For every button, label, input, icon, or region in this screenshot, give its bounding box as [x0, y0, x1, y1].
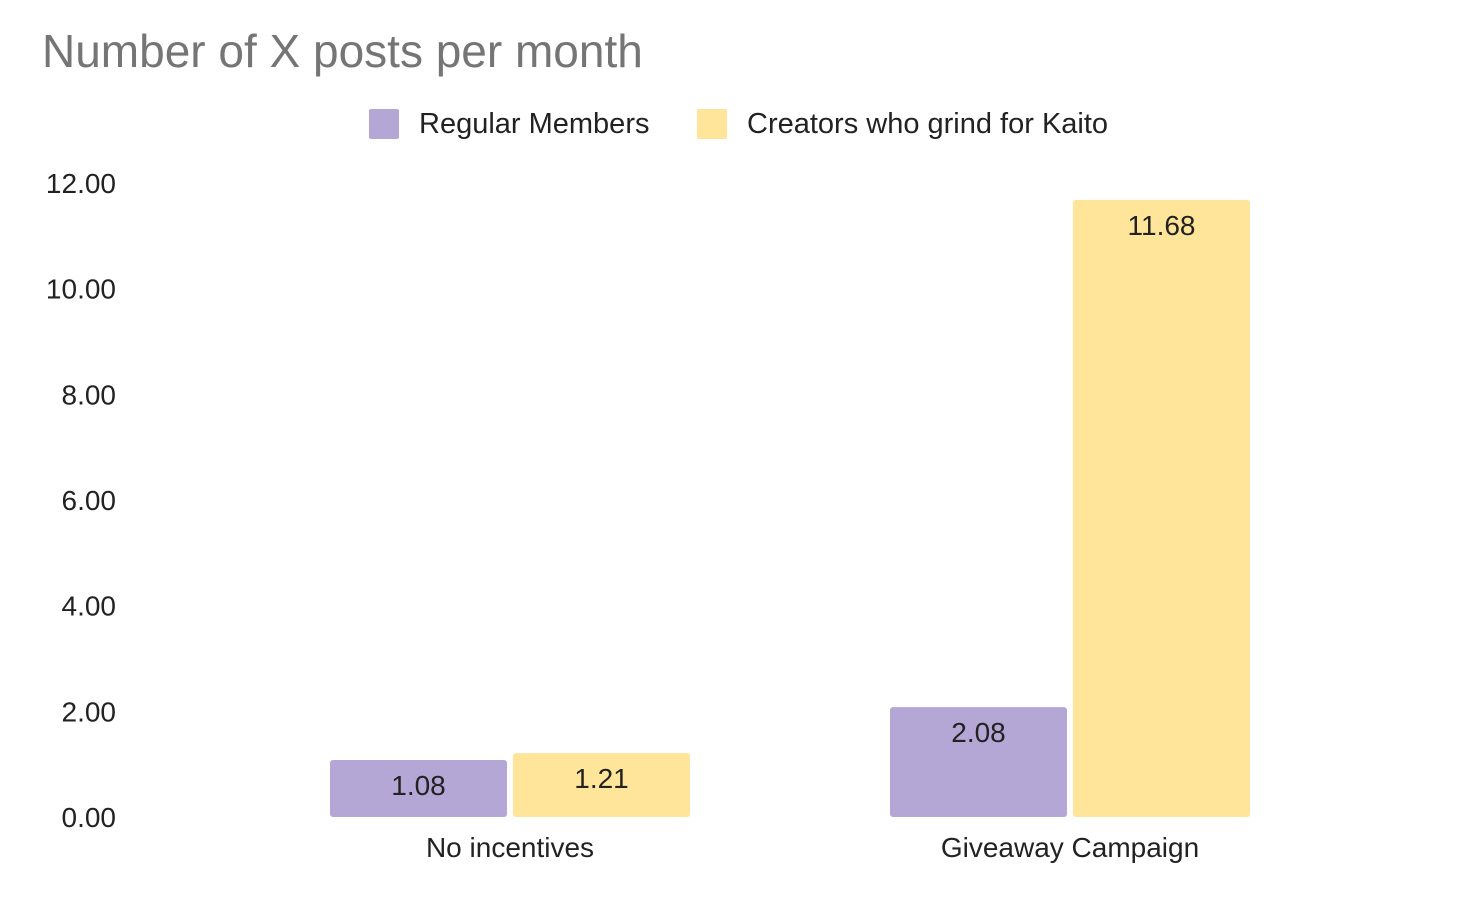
bar-creators-who-grind-for-kaito-1 — [1073, 199, 1250, 817]
y-tick-label: 2.00 — [62, 696, 117, 727]
legend-label-regular-members: Regular Members — [419, 108, 649, 140]
y-tick-label: 12.00 — [46, 168, 116, 199]
y-axis: 0.00 2.00 4.00 6.00 8.00 10.00 12.00 — [46, 168, 116, 833]
y-tick-label: 0.00 — [62, 802, 117, 833]
y-tick-label: 6.00 — [62, 485, 117, 516]
legend-label-creators: Creators who grind for Kaito — [747, 108, 1108, 140]
data-label: 2.08 — [951, 717, 1006, 748]
bar-regular-members-1 — [890, 707, 1067, 817]
bars: 1.08 1.21 2.08 11.68 — [330, 199, 1250, 817]
chart-title: Number of X posts per month — [42, 25, 643, 77]
y-tick-label: 8.00 — [62, 379, 117, 410]
y-tick-label: 4.00 — [62, 591, 117, 622]
legend-swatch-regular-members — [369, 109, 399, 139]
x-tick-label: No incentives — [426, 832, 594, 863]
legend-swatch-creators — [697, 109, 727, 139]
data-label: 1.08 — [391, 770, 446, 801]
y-tick-label: 10.00 — [46, 274, 116, 305]
x-axis: No incentives Giveaway Campaign — [426, 832, 1199, 863]
bar-regular-members-0 — [330, 759, 507, 817]
data-label: 11.68 — [1128, 210, 1196, 241]
x-tick-label: Giveaway Campaign — [941, 832, 1199, 863]
legend: Regular Members Creators who grind for K… — [369, 108, 1108, 140]
bar-creators-who-grind-for-kaito-0 — [513, 753, 690, 817]
data-label: 1.21 — [574, 763, 629, 794]
